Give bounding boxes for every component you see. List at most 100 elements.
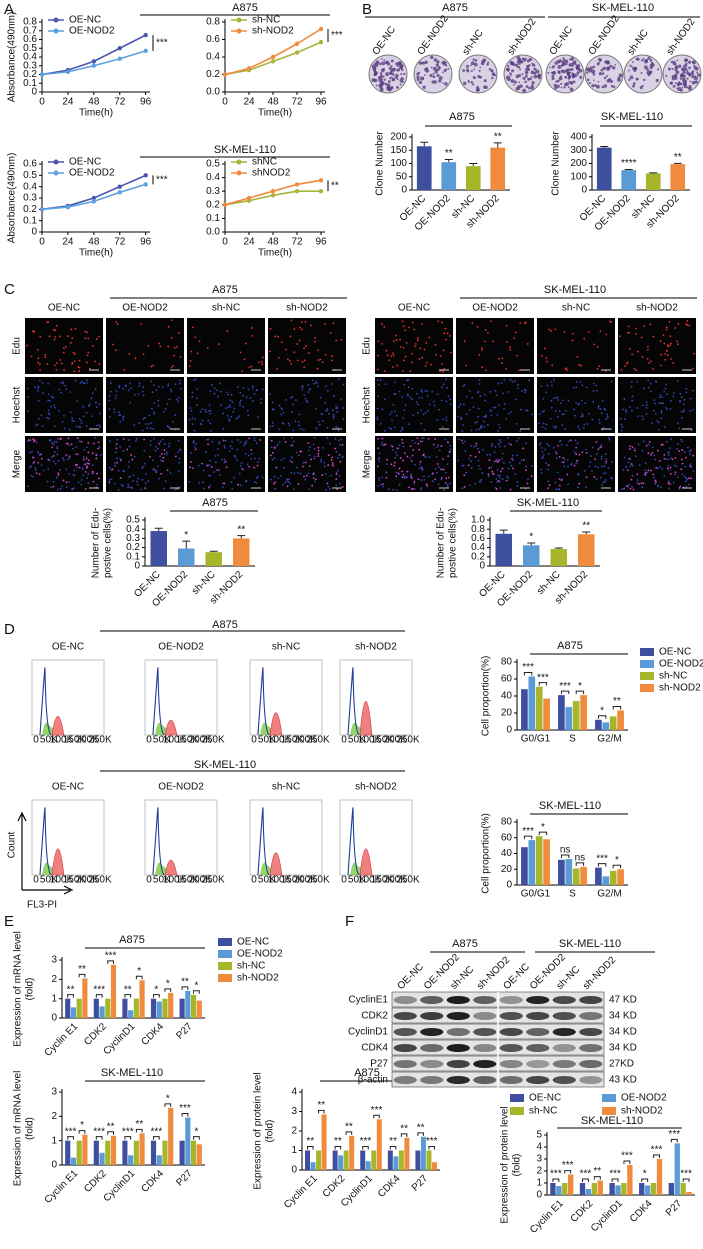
edu-cell xyxy=(407,471,409,473)
nucleus xyxy=(389,427,391,429)
significance: ns xyxy=(560,845,571,856)
y-tick-label: 0 xyxy=(291,1165,297,1176)
edu-cell xyxy=(54,336,56,338)
colony xyxy=(558,71,561,74)
edu-cell xyxy=(637,351,639,353)
edu-cell xyxy=(488,467,490,469)
edu-cell xyxy=(302,361,304,363)
edu-cell xyxy=(578,364,580,366)
y-tick-label: 0 xyxy=(581,185,587,196)
edu-cell xyxy=(685,457,687,459)
bar xyxy=(432,1162,437,1170)
edu-cell xyxy=(287,486,289,488)
edu-cell xyxy=(411,460,413,462)
bar xyxy=(134,1141,139,1165)
nucleus xyxy=(593,390,595,392)
x-tick-label: Cyclin E1 xyxy=(43,1168,81,1206)
nucleus xyxy=(598,405,600,407)
edu-cell xyxy=(628,332,630,334)
edu-cell xyxy=(277,336,279,338)
nucleus xyxy=(645,462,647,464)
nucleus xyxy=(679,400,681,402)
nucleus xyxy=(283,467,285,469)
colony xyxy=(466,65,469,68)
colony xyxy=(561,70,563,72)
edu-cell xyxy=(218,343,220,345)
edu-cell xyxy=(305,345,307,347)
edu-cell xyxy=(131,487,133,489)
legend-swatch xyxy=(218,974,232,982)
nucleus xyxy=(63,415,65,417)
nucleus xyxy=(271,446,273,448)
flow-tick-label: 250K xyxy=(88,875,112,886)
nucleus xyxy=(179,449,181,451)
bar xyxy=(675,1143,680,1195)
nucleus xyxy=(150,440,152,442)
nucleus xyxy=(482,449,484,451)
nucleus xyxy=(555,426,557,428)
edu-cell xyxy=(395,475,397,477)
nucleus xyxy=(436,456,438,458)
nucleus xyxy=(546,424,548,426)
colony xyxy=(630,75,634,79)
nucleus xyxy=(230,445,232,447)
nucleus xyxy=(603,481,605,483)
colony xyxy=(470,64,472,66)
nucleus xyxy=(160,440,162,442)
nucleus xyxy=(118,411,120,413)
colony xyxy=(374,73,377,76)
edu-cell xyxy=(487,332,489,334)
nucleus xyxy=(307,391,309,393)
edu-cell xyxy=(669,344,671,346)
edu-cell xyxy=(655,467,657,469)
nucleus xyxy=(498,404,500,406)
nucleus xyxy=(146,427,148,429)
edu-cell xyxy=(631,463,633,465)
nucleus xyxy=(516,485,518,487)
bar xyxy=(99,1153,104,1165)
nucleus xyxy=(420,489,422,491)
plate-label: sh-NC xyxy=(626,28,651,58)
edu-cell xyxy=(65,454,67,456)
blot-band xyxy=(394,1076,417,1084)
nucleus xyxy=(327,427,329,429)
edu-cell xyxy=(262,356,264,358)
nucleus xyxy=(478,408,480,410)
nucleus xyxy=(446,400,448,402)
edu-cell xyxy=(401,439,403,441)
nucleus xyxy=(250,397,252,399)
nucleus xyxy=(667,458,669,460)
colony xyxy=(389,77,391,79)
nucleus xyxy=(466,413,468,415)
colony xyxy=(473,69,475,71)
edu-cell xyxy=(428,337,430,339)
nucleus xyxy=(507,437,509,439)
edu-cell xyxy=(195,448,197,450)
nucleus xyxy=(151,422,153,424)
colony xyxy=(476,86,479,89)
edu-cell xyxy=(417,443,419,445)
edu-cell xyxy=(392,352,394,354)
edu-cell xyxy=(63,369,65,371)
nucleus xyxy=(192,417,194,419)
bar xyxy=(415,1151,420,1171)
edu-cell xyxy=(197,353,199,355)
panel-letter: B xyxy=(362,1,372,18)
nucleus xyxy=(435,468,437,470)
edu-cell xyxy=(663,458,665,460)
nucleus xyxy=(27,410,29,412)
y-tick-label: 0.6 xyxy=(206,34,220,45)
colony xyxy=(484,79,487,82)
edu-cell xyxy=(143,439,145,441)
edu-cell xyxy=(321,474,323,476)
nucleus xyxy=(416,393,418,395)
edu-cell xyxy=(242,469,244,471)
nucleus xyxy=(246,396,248,398)
edu-cell xyxy=(271,440,273,442)
legend-label: sh-NOD2 xyxy=(621,1106,663,1117)
nucleus xyxy=(48,412,50,414)
nucleus xyxy=(241,462,243,464)
bar xyxy=(602,722,609,730)
nucleus xyxy=(279,441,281,443)
